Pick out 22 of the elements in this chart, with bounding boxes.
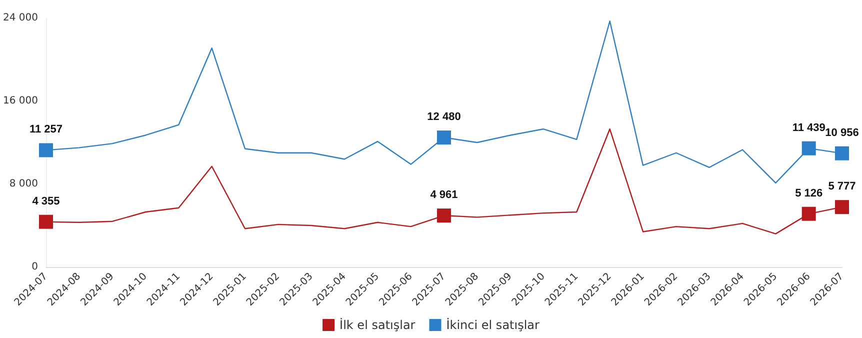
point xyxy=(38,143,53,158)
data-label: 12 480 xyxy=(427,111,461,124)
y-tick-label: 24 000 xyxy=(2,12,38,24)
point xyxy=(802,206,816,221)
data-label: 11 439 xyxy=(792,122,826,134)
y-tick-label: 16 000 xyxy=(2,96,38,106)
point xyxy=(802,141,816,156)
point xyxy=(835,146,849,160)
point xyxy=(835,200,849,214)
data-label: 10 956 xyxy=(825,126,859,139)
point xyxy=(436,130,451,145)
legend-label: İlk el satışlar xyxy=(340,318,416,332)
data-label: 5 777 xyxy=(828,180,856,193)
legend-label: İkinci el satışlar xyxy=(446,318,540,332)
data-label: 5 126 xyxy=(795,187,823,200)
data-label: 11 257 xyxy=(29,124,63,136)
data-label: 4 961 xyxy=(430,189,458,202)
y-tick-label: 0 xyxy=(32,262,38,272)
data-label: 4 355 xyxy=(32,195,60,208)
point xyxy=(436,208,451,223)
point xyxy=(38,214,53,229)
y-tick-label: 8 000 xyxy=(9,178,38,190)
